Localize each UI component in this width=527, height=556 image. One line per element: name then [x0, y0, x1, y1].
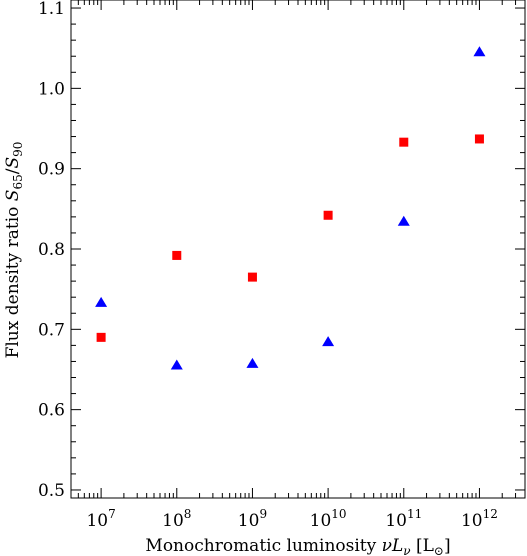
data-point-triangle — [397, 215, 410, 226]
data-point-square — [474, 134, 484, 144]
axis-ticks — [70, 0, 526, 498]
x-tick-label: 1012 — [461, 507, 498, 531]
x-tick-label: 1011 — [385, 507, 422, 531]
data-point-square — [96, 332, 106, 342]
y-tick-label: 0.5 — [38, 481, 65, 501]
x-tick-label: 107 — [86, 507, 115, 531]
x-tick-label: 109 — [238, 507, 267, 531]
data-point-square — [323, 210, 333, 220]
data-points — [95, 46, 486, 370]
data-point-triangle — [95, 296, 108, 307]
data-point-triangle — [473, 46, 486, 57]
y-tick-label: 0.9 — [38, 160, 65, 180]
data-point-triangle — [170, 359, 183, 370]
tick-labels: 0.5 0.6 0.7 0.8 0.9 1.0 1.1 107 108 109 1010 1011 10… — [38, 0, 498, 531]
y-tick-label: 0.8 — [38, 240, 65, 260]
y-tick-label: 0.7 — [38, 320, 65, 340]
data-point-triangle — [322, 336, 335, 347]
plot-frame — [70, 0, 526, 499]
y-tick-label: 0.6 — [38, 401, 65, 421]
x-tick-label: 108 — [162, 507, 191, 531]
data-point-square — [172, 250, 182, 260]
x-axis-label: Monochromatic luminosity νLν [L⊙] — [145, 536, 450, 556]
data-point-triangle — [246, 357, 259, 368]
y-axis-label: Flux density ratio S65/S90 — [3, 142, 25, 359]
x-tick-label: 1010 — [310, 507, 347, 531]
data-point-square — [247, 272, 257, 282]
data-point-square — [399, 137, 409, 147]
y-tick-label: 1.0 — [38, 79, 65, 99]
y-tick-label: 1.1 — [38, 0, 65, 19]
